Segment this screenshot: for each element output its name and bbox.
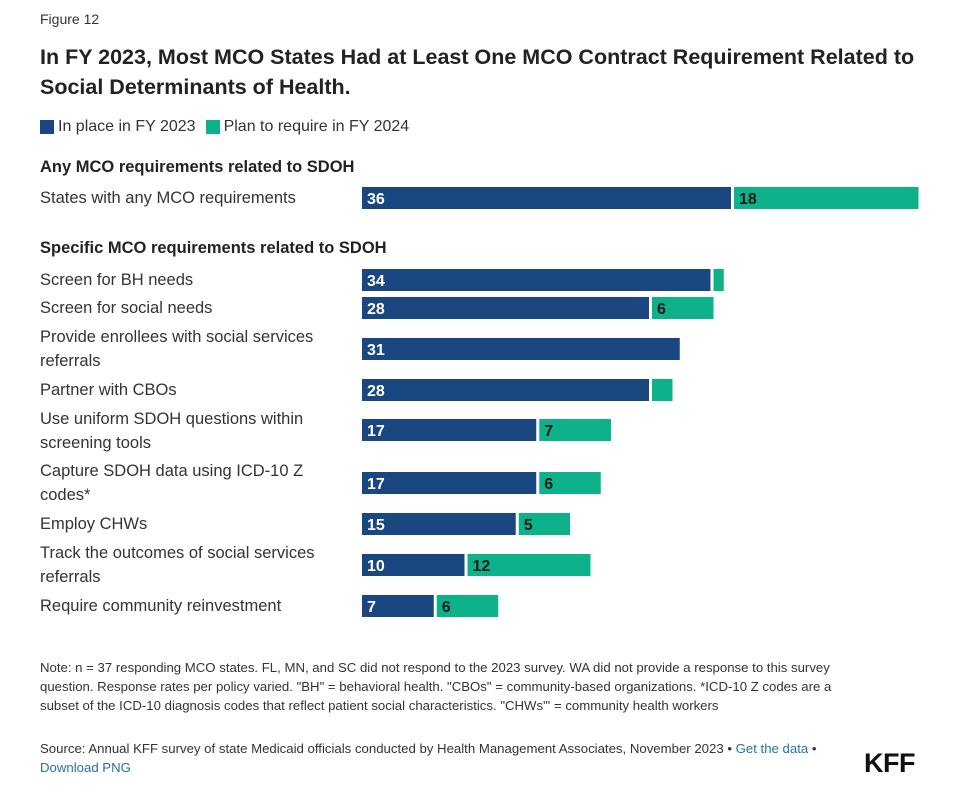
bar-inplace-screen-bh [362,269,711,291]
legend-label-inplace: In place in FY 2023 [58,118,196,135]
bar-inplace-any-requirements [362,187,731,209]
data-label-inplace-screen-bh: 34 [367,273,385,290]
data-label-plan-icd10: 6 [544,476,553,493]
bar-plan-partner-cbos [652,379,673,401]
bar-inplace-partner-cbos [362,379,649,401]
bar-chart: 36 18 34 28 6 31 28 17 7 17 6 15 5 10 12 7 6 [362,187,919,617]
row-label-referrals: Provide enrollees with social services r… [40,328,314,370]
data-label-inplace-any-requirements: 36 [367,191,385,208]
row-label-partner-cbos: Partner with CBOs [40,381,177,399]
download-png-link[interactable]: Download PNG [40,760,131,775]
data-label-plan-any-requirements: 18 [739,191,757,208]
bar-plan-icd10 [539,472,601,494]
bar-plan-reinvestment [436,595,499,617]
source-text: Source: Annual KFF survey of state Medic… [40,741,736,756]
row-label-icd10: Capture SDOH data using ICD-10 Z codes* [40,462,304,504]
section-heading-specific: Specific MCO requirements related to SDO… [40,239,387,257]
legend-item-plan: Plan to require in FY 2024 [205,118,410,136]
data-label-inplace-uniform-questions: 17 [367,423,385,440]
data-label-inplace-track-outcomes: 10 [367,558,385,575]
source-line: Source: Annual KFF survey of state Medic… [40,739,855,777]
data-label-plan-screen-social: 6 [657,301,666,318]
legend-swatch-plan [205,120,220,134]
figure-label: Figure 12 [40,11,100,27]
bar-inplace-icd10 [362,472,537,494]
data-label-inplace-screen-social: 28 [367,301,385,318]
bar-inplace-chws [362,513,516,535]
data-label-plan-track-outcomes: 12 [473,558,491,575]
legend-item-inplace: In place in FY 2023 [40,118,196,136]
footnote: Note: n = 37 responding MCO states. FL, … [40,660,832,713]
data-label-inplace-icd10: 17 [367,476,385,493]
row-label-chws: Employ CHWs [40,515,148,533]
bar-plan-chws [518,513,570,535]
bar-plan-uniform-questions [539,419,611,441]
legend-label-plan: Plan to require in FY 2024 [223,118,410,135]
row-label-screen-social: Screen for social needs [40,299,213,317]
kff-logo: KFF [864,748,915,778]
legend: In place in FY 2023 Plan to require in F… [40,118,419,136]
data-label-plan-chws: 5 [524,517,533,534]
bar-inplace-referrals [362,338,680,360]
bar-plan-screen-social [652,297,714,319]
chart-title: In FY 2023, Most MCO States Had at Least… [40,45,915,99]
bar-inplace-reinvestment [362,595,434,617]
row-label-reinvestment: Require community reinvestment [40,597,282,615]
row-label-track-outcomes: Track the outcomes of social services re… [40,544,315,586]
data-label-plan-uniform-questions: 7 [544,423,553,440]
data-label-inplace-reinvestment: 7 [367,599,376,616]
bar-plan-any-requirements [734,187,919,209]
data-label-plan-reinvestment: 6 [442,599,451,616]
bar-plan-screen-bh [713,269,724,291]
data-label-inplace-referrals: 31 [367,342,385,359]
section-heading-any: Any MCO requirements related to SDOH [40,158,355,176]
bar-inplace-track-outcomes [362,554,465,576]
bar-inplace-uniform-questions [362,419,537,441]
row-label-uniform-questions: Use uniform SDOH questions within screen… [40,410,304,452]
legend-swatch-inplace [40,120,54,134]
row-label-screen-bh: Screen for BH needs [40,271,194,289]
bar-inplace-screen-social [362,297,649,319]
source-separator: • [808,741,817,756]
row-label-any-requirements: States with any MCO requirements [40,189,296,207]
get-data-link[interactable]: Get the data [735,741,809,756]
bar-plan-track-outcomes [467,554,591,576]
data-label-inplace-partner-cbos: 28 [367,383,385,400]
data-label-inplace-chws: 15 [367,517,385,534]
